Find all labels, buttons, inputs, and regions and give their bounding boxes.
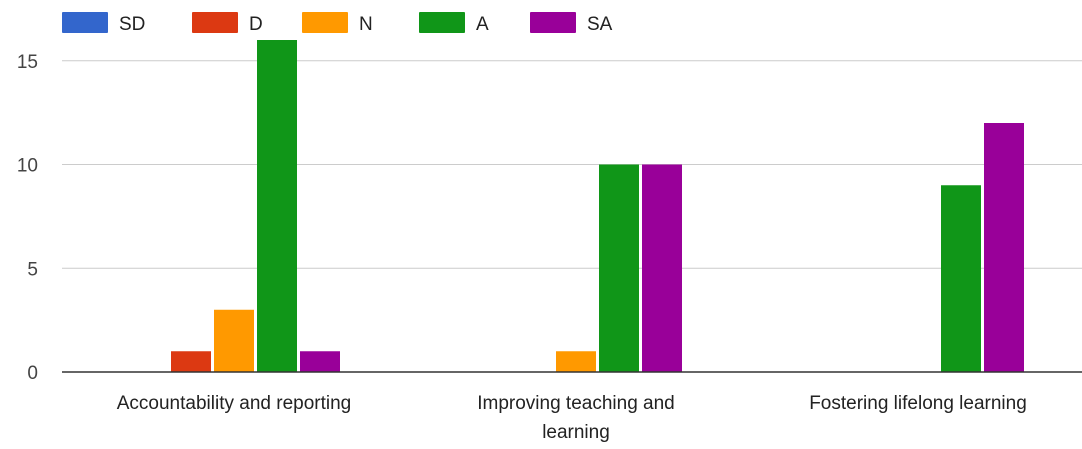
bar-a-1 (599, 164, 639, 372)
legend: SD D N A SA (62, 12, 613, 35)
bar-a-0 (257, 40, 297, 372)
bar-sa-2 (984, 123, 1024, 372)
legend-label-a: A (476, 14, 489, 35)
legend-swatch-sd (62, 12, 108, 33)
legend-label-d: D (249, 14, 263, 35)
legend-label-n: N (359, 14, 373, 35)
y-tick-label: 15 (17, 52, 38, 73)
y-tick-label: 5 (27, 259, 38, 280)
legend-swatch-a (419, 12, 465, 33)
bar-d-0 (171, 351, 211, 372)
legend-label-sa: SA (587, 14, 613, 35)
bar-sa-0 (300, 351, 340, 372)
legend-swatch-d (192, 12, 238, 33)
y-tick-label: 10 (17, 156, 38, 177)
x-tick-label: Accountability and reporting (117, 393, 351, 414)
bar-n-1 (556, 351, 596, 372)
bar-a-2 (941, 185, 981, 372)
legend-label-sd: SD (119, 14, 145, 35)
bar-n-0 (214, 309, 254, 372)
axes: 0 5 10 15 Accountability and reporting Improv… (17, 52, 1082, 443)
bar-sa-1 (642, 164, 682, 372)
legend-swatch-n (302, 12, 348, 33)
x-tick-label: Improving teaching and (477, 393, 675, 414)
bars (171, 40, 1024, 372)
gridlines (62, 60, 1082, 269)
y-tick-label: 0 (27, 363, 38, 384)
x-tick-label: Fostering lifelong learning (809, 393, 1027, 414)
legend-swatch-sa (530, 12, 576, 33)
x-tick-label: learning (542, 422, 610, 443)
